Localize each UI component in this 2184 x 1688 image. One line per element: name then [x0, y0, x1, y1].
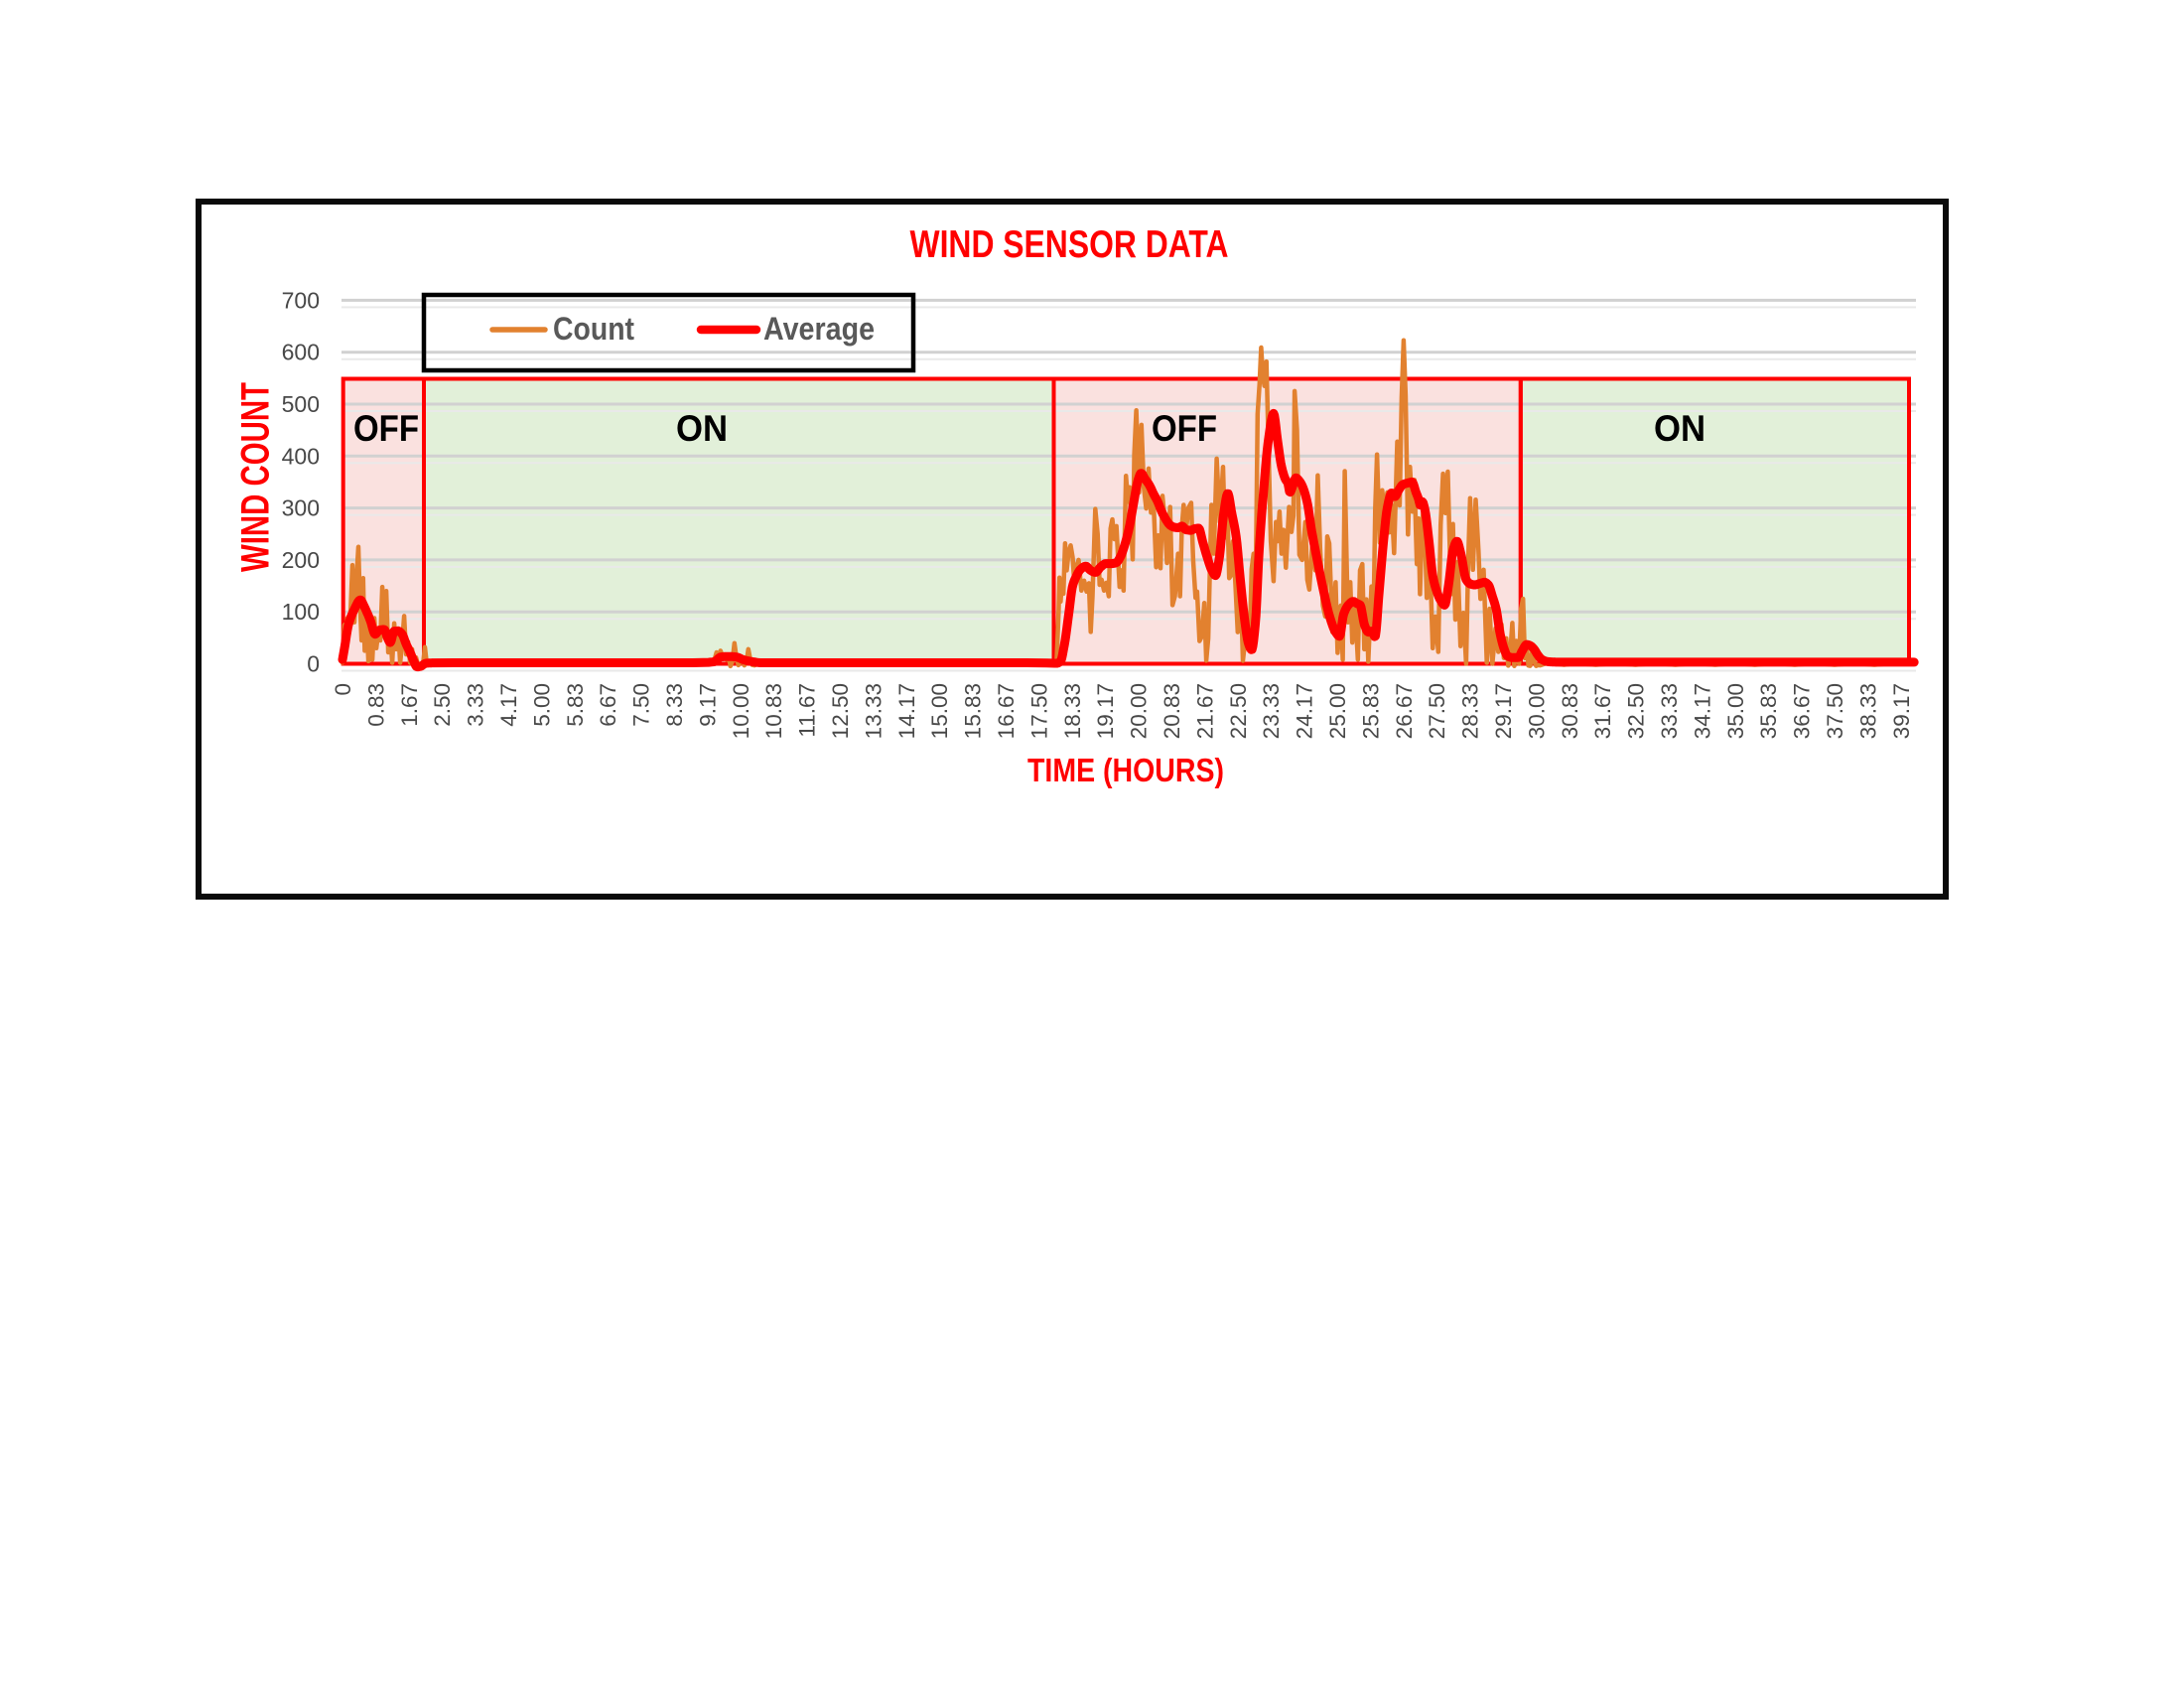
svg-text:500: 500 — [282, 391, 320, 417]
svg-text:4.17: 4.17 — [496, 683, 521, 727]
svg-text:21.67: 21.67 — [1192, 683, 1217, 739]
svg-text:600: 600 — [282, 340, 320, 365]
svg-text:5.00: 5.00 — [529, 683, 554, 727]
svg-text:300: 300 — [282, 495, 320, 521]
svg-text:35.00: 35.00 — [1723, 683, 1748, 739]
svg-text:Average: Average — [763, 311, 875, 347]
svg-text:17.50: 17.50 — [1026, 683, 1051, 739]
svg-text:0.83: 0.83 — [363, 683, 388, 727]
svg-text:39.17: 39.17 — [1889, 683, 1914, 739]
svg-text:32.50: 32.50 — [1624, 683, 1649, 739]
svg-text:26.67: 26.67 — [1392, 683, 1417, 739]
svg-text:400: 400 — [282, 443, 320, 469]
svg-text:12.50: 12.50 — [828, 683, 853, 739]
svg-text:200: 200 — [282, 547, 320, 573]
svg-text:WIND SENSOR DATA: WIND SENSOR DATA — [910, 223, 1229, 266]
svg-text:7.50: 7.50 — [629, 683, 654, 727]
svg-text:8.33: 8.33 — [662, 683, 687, 727]
svg-text:0: 0 — [307, 651, 320, 677]
svg-text:1.67: 1.67 — [397, 683, 422, 727]
svg-text:35.83: 35.83 — [1756, 683, 1781, 739]
svg-text:16.67: 16.67 — [994, 683, 1019, 739]
svg-text:15.83: 15.83 — [961, 683, 986, 739]
svg-text:28.33: 28.33 — [1458, 683, 1483, 739]
svg-text:29.17: 29.17 — [1491, 683, 1516, 739]
svg-text:34.17: 34.17 — [1690, 683, 1714, 739]
svg-text:OFF: OFF — [353, 408, 419, 449]
svg-text:31.67: 31.67 — [1590, 683, 1615, 739]
svg-text:36.67: 36.67 — [1790, 683, 1815, 739]
svg-text:10.83: 10.83 — [761, 683, 786, 739]
svg-text:18.33: 18.33 — [1060, 683, 1085, 739]
svg-text:11.67: 11.67 — [795, 683, 820, 738]
svg-text:30.83: 30.83 — [1558, 683, 1582, 739]
svg-text:ON: ON — [1654, 408, 1706, 449]
svg-text:100: 100 — [282, 599, 320, 625]
svg-text:Count: Count — [553, 311, 634, 347]
svg-text:23.33: 23.33 — [1259, 683, 1284, 739]
svg-text:14.17: 14.17 — [894, 683, 919, 739]
svg-text:20.83: 20.83 — [1160, 683, 1184, 739]
svg-text:25.00: 25.00 — [1325, 683, 1350, 739]
svg-text:OFF: OFF — [1152, 408, 1217, 449]
svg-text:ON: ON — [676, 408, 728, 449]
svg-text:13.33: 13.33 — [861, 683, 886, 739]
svg-text:30.00: 30.00 — [1524, 683, 1549, 739]
svg-text:5.83: 5.83 — [563, 683, 588, 727]
svg-text:9.17: 9.17 — [695, 683, 720, 727]
svg-text:25.83: 25.83 — [1358, 683, 1383, 739]
svg-text:37.50: 37.50 — [1823, 683, 1847, 739]
svg-text:0: 0 — [331, 683, 355, 696]
svg-text:20.00: 20.00 — [1127, 683, 1152, 739]
svg-text:6.67: 6.67 — [596, 683, 620, 727]
svg-text:27.50: 27.50 — [1425, 683, 1449, 739]
svg-text:WIND COUNT: WIND COUNT — [234, 382, 278, 572]
svg-text:3.33: 3.33 — [464, 683, 488, 727]
svg-text:33.33: 33.33 — [1657, 683, 1682, 739]
svg-text:24.17: 24.17 — [1293, 683, 1317, 739]
svg-text:22.50: 22.50 — [1226, 683, 1251, 739]
svg-text:700: 700 — [282, 287, 320, 313]
svg-text:15.00: 15.00 — [927, 683, 952, 739]
svg-text:TIME (HOURS): TIME (HOURS) — [1027, 752, 1224, 788]
svg-text:10.00: 10.00 — [729, 683, 753, 739]
svg-text:2.50: 2.50 — [430, 683, 455, 727]
svg-text:38.33: 38.33 — [1855, 683, 1880, 739]
svg-text:19.17: 19.17 — [1093, 683, 1118, 739]
